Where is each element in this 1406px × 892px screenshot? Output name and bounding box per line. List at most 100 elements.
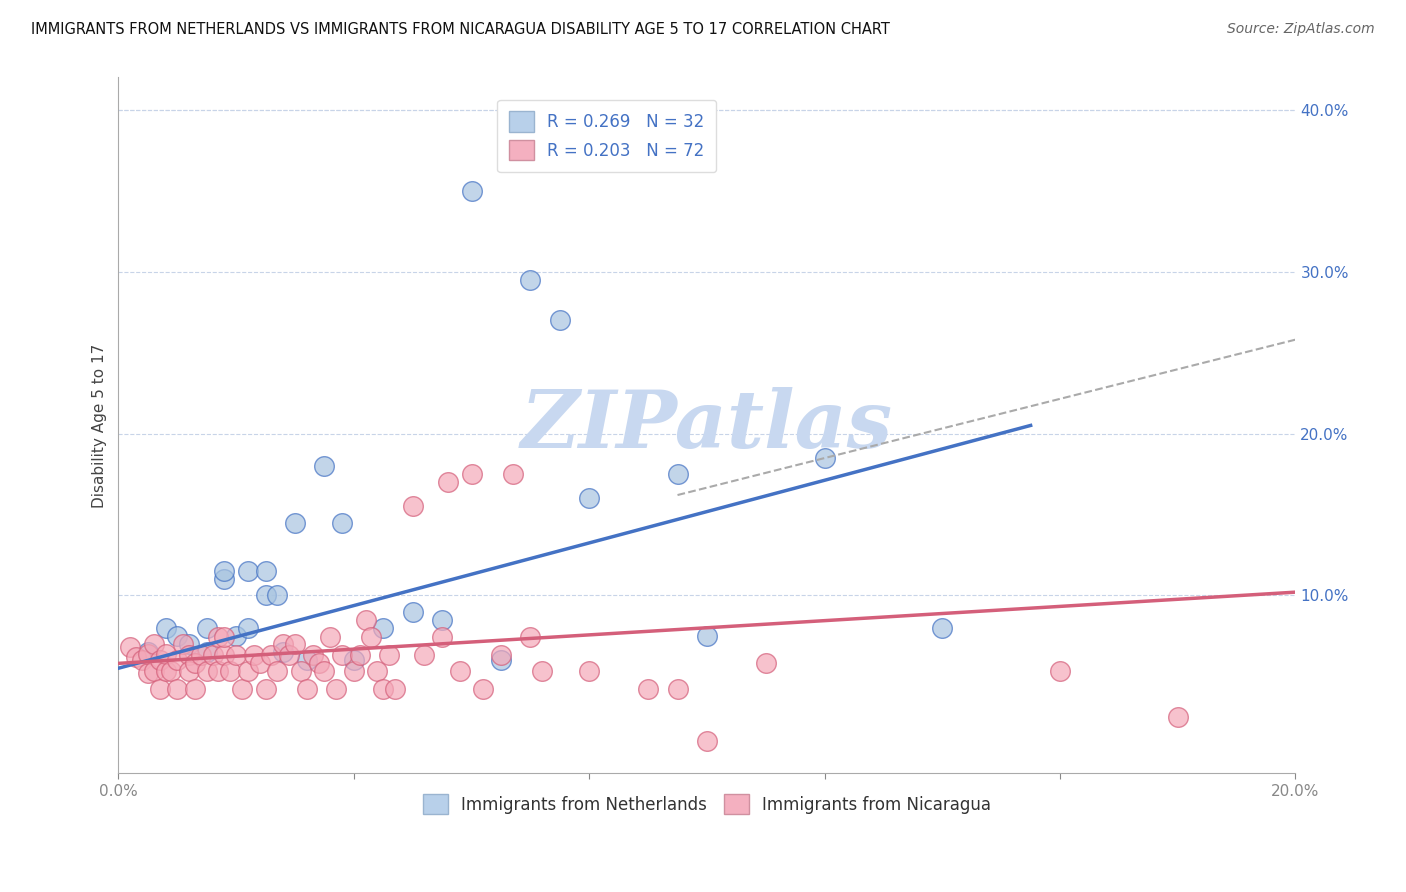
Point [696, 734, 718, 748]
Point [284, 637, 307, 651]
Point [402, 605, 425, 619]
Point [489, 648, 512, 663]
Point [366, 665, 388, 679]
Point [360, 631, 382, 645]
Point [295, 682, 318, 697]
Point [155, 647, 177, 661]
Point [160, 665, 183, 679]
Point [502, 467, 524, 481]
Point [166, 653, 188, 667]
Point [308, 657, 330, 671]
Point [214, 564, 236, 578]
Point [207, 631, 229, 645]
Point [155, 621, 177, 635]
Point [343, 665, 366, 679]
Point [301, 648, 323, 663]
Point [214, 648, 236, 663]
Point [284, 516, 307, 530]
Point [166, 629, 188, 643]
Point [384, 682, 406, 697]
Point [120, 640, 142, 655]
Point [430, 613, 453, 627]
Point [136, 647, 159, 661]
Point [378, 648, 401, 663]
Point [330, 516, 353, 530]
Point [1049, 665, 1071, 679]
Point [314, 665, 336, 679]
Point [755, 657, 778, 671]
Point [430, 631, 453, 645]
Point [578, 665, 600, 679]
Point [236, 665, 259, 679]
Point [225, 648, 247, 663]
Point [254, 588, 277, 602]
Point [531, 665, 554, 679]
Point [519, 631, 541, 645]
Point [814, 450, 837, 465]
Point [172, 637, 194, 651]
Point [449, 665, 471, 679]
Point [319, 631, 342, 645]
Point [548, 313, 571, 327]
Point [184, 657, 207, 671]
Point [413, 648, 436, 663]
Point [290, 665, 312, 679]
Point [402, 500, 425, 514]
Point [219, 665, 242, 679]
Point [266, 588, 288, 602]
Point [472, 682, 495, 697]
Point [142, 637, 165, 651]
Point [231, 682, 253, 697]
Point [136, 666, 159, 681]
Point [142, 665, 165, 679]
Point [236, 564, 259, 578]
Point [325, 682, 347, 697]
Y-axis label: Disability Age 5 to 17: Disability Age 5 to 17 [93, 343, 107, 508]
Point [201, 648, 224, 663]
Point [373, 682, 395, 697]
Text: Source: ZipAtlas.com: Source: ZipAtlas.com [1227, 22, 1375, 37]
Point [696, 629, 718, 643]
Point [236, 621, 259, 635]
Point [195, 621, 218, 635]
Point [330, 648, 353, 663]
Point [190, 648, 212, 663]
Point [254, 682, 277, 697]
Point [931, 621, 953, 635]
Point [177, 637, 200, 651]
Point [666, 467, 689, 481]
Point [349, 648, 371, 663]
Point [225, 629, 247, 643]
Point [195, 665, 218, 679]
Point [271, 637, 294, 651]
Point [1167, 710, 1189, 724]
Point [125, 649, 148, 664]
Point [519, 273, 541, 287]
Point [637, 682, 659, 697]
Point [249, 657, 271, 671]
Point [195, 645, 218, 659]
Point [437, 475, 460, 489]
Point [373, 621, 395, 635]
Point [207, 665, 229, 679]
Point [136, 645, 159, 659]
Point [666, 682, 689, 697]
Point [149, 653, 172, 667]
Point [266, 665, 288, 679]
Point [460, 184, 482, 198]
Text: ZIPatlas: ZIPatlas [520, 387, 893, 464]
Point [177, 665, 200, 679]
Text: IMMIGRANTS FROM NETHERLANDS VS IMMIGRANTS FROM NICARAGUA DISABILITY AGE 5 TO 17 : IMMIGRANTS FROM NETHERLANDS VS IMMIGRANT… [31, 22, 890, 37]
Point [184, 682, 207, 697]
Point [177, 648, 200, 663]
Legend: Immigrants from Netherlands, Immigrants from Nicaragua: Immigrants from Netherlands, Immigrants … [413, 784, 1001, 824]
Point [278, 648, 301, 663]
Point [243, 648, 266, 663]
Point [214, 572, 236, 586]
Point [489, 653, 512, 667]
Point [149, 682, 172, 697]
Point [260, 648, 283, 663]
Point [254, 564, 277, 578]
Point [214, 631, 236, 645]
Point [354, 613, 377, 627]
